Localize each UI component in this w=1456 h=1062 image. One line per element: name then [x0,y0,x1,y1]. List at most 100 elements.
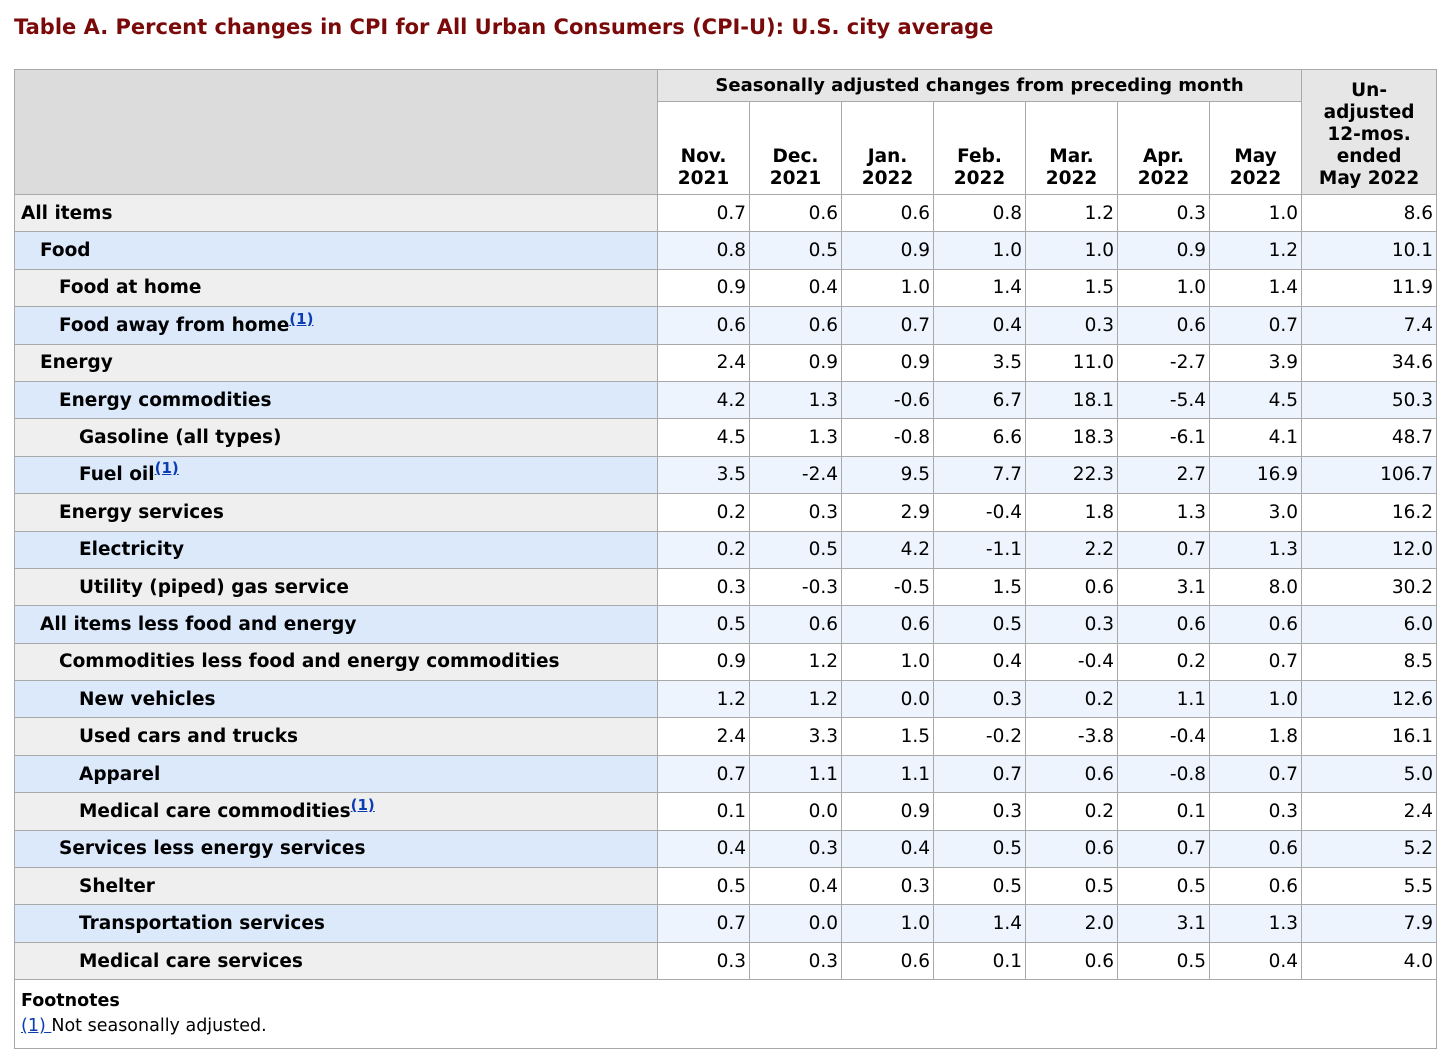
row-label: Food away from home [59,314,290,336]
value-cell: 0.8 [933,193,1026,233]
value-cell: 0.2 [1025,680,1118,719]
value-cell: 0.3 [1117,193,1210,233]
value-cell: 1.3 [749,418,842,457]
value-cell: 0.2 [1025,792,1118,831]
value-cell: 0.5 [933,605,1026,644]
footnote-link[interactable]: (1) [154,459,179,478]
value-cell: 6.6 [933,418,1026,457]
value-cell: 16.9 [1208,455,1303,495]
value-cell: 7.7 [933,455,1026,495]
unadjusted-value-cell: 6.0 [1301,605,1438,644]
footnotes-row: Footnotes (1) Not seasonally adjusted. [13,979,1438,1050]
value-cell: 1.5 [841,717,934,756]
value-cell: 1.2 [1208,231,1303,270]
table-row: Transportation services 0.7 0.0 1.0 1.4 2.0 3.… [14,904,1438,943]
month-header: May 2022 [1208,101,1303,195]
value-cell: 0.6 [1208,829,1303,869]
month-header-row: Nov. 2021 Dec. 2021 Jan. 2022 Feb. 2022 Mar. 2022… [15,101,1437,195]
value-cell: 1.0 [933,231,1026,270]
table-row: Utility (piped) gas service 0.3 -0.3 -0.5 1.… [14,567,1438,607]
value-cell: 4.2 [657,380,750,420]
value-cell: 4.1 [1208,418,1303,457]
value-cell: 0.3 [749,493,842,532]
cpi-table: Seasonally adjusted changes from precedi… [13,69,1438,1050]
value-cell: 1.4 [933,904,1026,943]
value-cell: 0.6 [749,605,842,644]
value-cell: 3.3 [749,717,842,756]
value-cell: 1.2 [749,680,842,719]
value-cell: 0.3 [841,867,934,906]
value-cell: 0.4 [657,829,750,869]
footnote-marker-link[interactable]: (1) [21,1016,52,1037]
value-cell: 3.5 [933,343,1026,382]
value-cell: 1.0 [841,904,934,943]
table-row: All items 0.7 0.6 0.6 0.8 1.2 0.3 1.0 8.6 [14,193,1438,233]
value-cell: 0.3 [933,680,1026,719]
row-label: All items less food and energy [40,613,357,635]
footnote-link[interactable]: (1) [289,309,314,328]
row-label: Energy commodities [59,389,272,411]
value-cell: 0.6 [1208,867,1303,906]
month-header-month: Mar. [1049,146,1094,167]
unadjusted-header-line: ended [1336,146,1402,167]
row-label-cell: Medical care services [14,941,658,981]
month-header-year: 2022 [1229,168,1282,189]
value-cell: 0.7 [933,754,1026,794]
value-cell: 0.5 [1025,867,1118,906]
unadjusted-value-cell: 11.9 [1301,268,1438,308]
value-cell: 0.5 [933,867,1026,906]
unadjusted-header-line: May 2022 [1318,168,1420,189]
unadjusted-value-cell: 106.7 [1301,455,1438,495]
table-row: New vehicles 1.2 1.2 0.0 0.3 0.2 1.1 1.0 12.6 [14,680,1438,719]
unadjusted-value-cell: 5.5 [1301,867,1438,906]
footnotes-heading: Footnotes [21,991,120,1012]
table-row: Medical care commodities(1) 0.1 0.0 0.9 0.3 0… [14,792,1438,831]
value-cell: 0.7 [1208,642,1303,682]
month-header-year: 2022 [1045,168,1098,189]
value-cell: 0.6 [841,605,934,644]
row-label-cell: Food away from home(1) [14,306,658,345]
value-cell: 0.4 [1208,941,1303,981]
value-cell: 0.3 [749,941,842,981]
unadjusted-value-cell: 10.1 [1301,231,1438,270]
value-cell: -2.4 [749,455,842,495]
seasonal-group-header: Seasonally adjusted changes from precedi… [656,69,1303,102]
value-cell: 0.7 [1117,829,1210,869]
row-label: Apparel [79,763,161,785]
value-cell: 4.2 [841,530,934,569]
table-row: Energy services 0.2 0.3 2.9 -0.4 1.8 1.3 3.0 16.… [14,493,1438,532]
table-row: Apparel 0.7 1.1 1.1 0.7 0.6 -0.8 0.7 5.0 [14,754,1438,794]
row-label: Shelter [79,875,155,897]
row-label-cell: Used cars and trucks [14,717,658,756]
value-cell: 0.3 [749,829,842,869]
row-label: Fuel oil [79,464,155,486]
row-label: Medical care commodities [79,800,351,822]
value-cell: 0.6 [1117,605,1210,644]
value-cell: 0.7 [1208,754,1303,794]
unadjusted-value-cell: 16.1 [1301,717,1438,756]
unadjusted-value-cell: 8.6 [1301,193,1438,233]
value-cell: 1.0 [841,642,934,682]
footnote-text: Not seasonally adjusted. [51,1016,267,1037]
value-cell: 0.4 [933,306,1026,345]
footnote-link[interactable]: (1) [350,795,375,814]
value-cell: 0.6 [841,193,934,233]
value-cell: 2.4 [657,717,750,756]
value-cell: 0.5 [749,530,842,569]
unadjusted-value-cell: 7.4 [1301,306,1438,345]
value-cell: -0.3 [749,567,842,607]
value-cell: 18.3 [1025,418,1118,457]
value-cell: 1.0 [1117,268,1210,308]
row-label: Energy [40,352,113,374]
value-cell: 9.5 [841,455,934,495]
value-cell: 0.7 [657,193,750,233]
value-cell: -0.2 [933,717,1026,756]
value-cell: 1.3 [1208,530,1303,569]
unadjusted-value-cell: 48.7 [1301,418,1438,457]
month-header-month: Nov. [680,146,727,167]
table-body: All items 0.7 0.6 0.6 0.8 1.2 0.3 1.0 8.6 Food 0.8… [14,193,1438,981]
value-cell: 1.8 [1208,717,1303,756]
value-cell: 1.3 [1117,493,1210,532]
month-header: Jan. 2022 [841,101,934,195]
value-cell: 1.5 [933,567,1026,607]
